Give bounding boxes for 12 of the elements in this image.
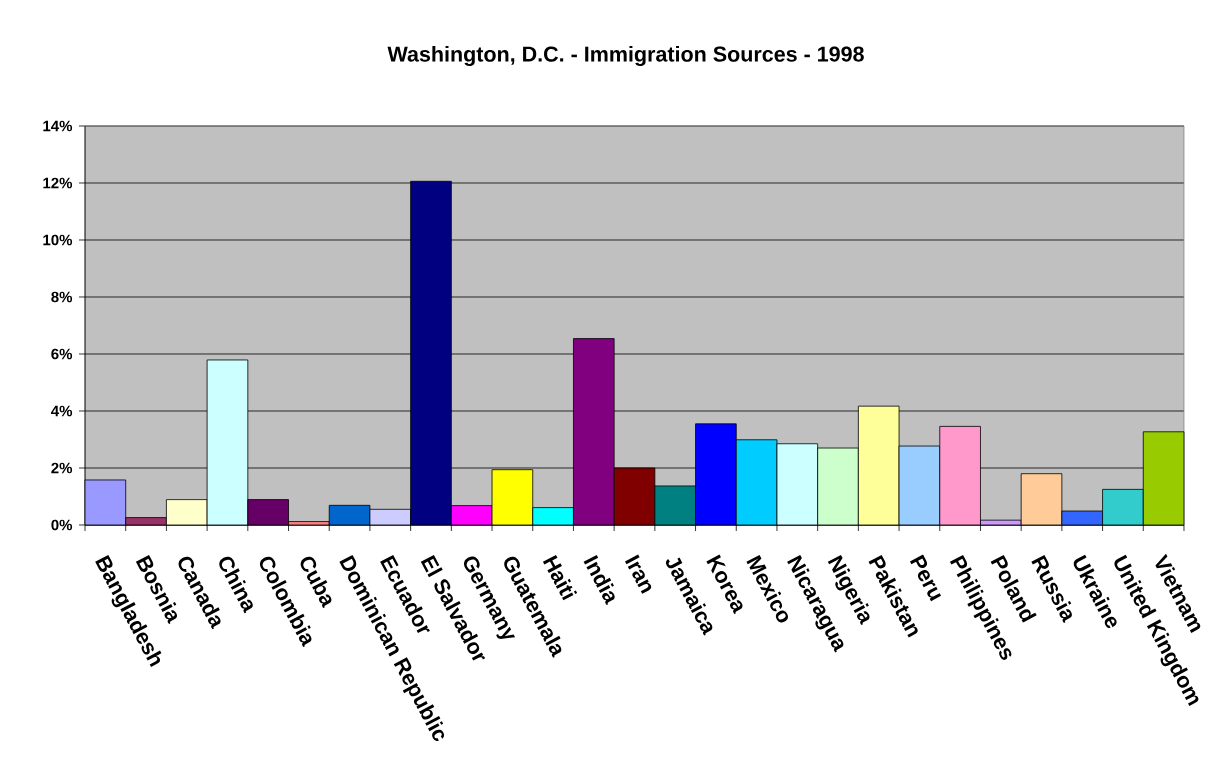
y-tick-label: 4%: [51, 405, 73, 417]
chart-title: Washington, D.C. - Immigration Sources - 1998: [387, 45, 864, 67]
y-tick-label: 8%: [51, 291, 73, 303]
x-tick-label: Iran: [625, 554, 652, 594]
y-tick-label: 6%: [51, 348, 73, 360]
y-tick-label: 0%: [51, 519, 73, 531]
y-tick-label: 14%: [43, 120, 73, 132]
y-tick-label: 10%: [43, 234, 73, 246]
y-tick-label: 12%: [43, 177, 73, 189]
x-tick-label: China: [219, 556, 253, 614]
x-tick-label: India: [583, 554, 615, 605]
y-tick-label: 2%: [51, 462, 73, 474]
